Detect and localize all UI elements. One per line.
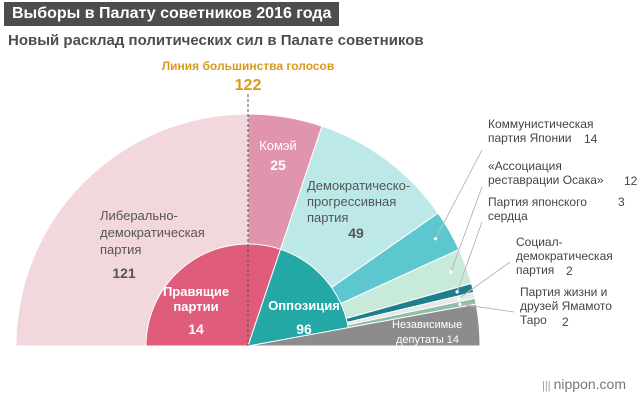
- yamamoto-seats: 2: [562, 315, 569, 329]
- opposition-seats: 96: [296, 321, 312, 337]
- yamamoto-leader-dot: [458, 302, 462, 306]
- majority-line-value: 122: [235, 77, 262, 94]
- independents-label-seats: депутаты 14: [396, 334, 459, 346]
- ruling-parties-seats: 14: [188, 321, 204, 337]
- brand-mark: |||: [542, 380, 551, 392]
- kokoro-label: Партия японского сердца: [488, 195, 587, 223]
- komeito-seats: 25: [270, 157, 286, 173]
- dpp-seats: 49: [348, 225, 364, 241]
- kokoro-leader-dot: [455, 290, 459, 294]
- chart-subtitle: Новый расклад политических сил в Палате …: [8, 32, 424, 49]
- independents-label: Независимые: [392, 319, 462, 331]
- sdp-seats: 2: [566, 264, 573, 278]
- osaka-leader-line: [450, 186, 483, 272]
- ldp-label: Либерально-демократическая партия: [100, 208, 205, 257]
- jcp-leader-dot: [433, 237, 438, 241]
- kokoro-seats: 3: [618, 195, 625, 209]
- opposition-sector: [247, 248, 349, 347]
- osaka-label: «Ассоциация реставрации Осака»: [488, 159, 604, 187]
- komeito-label: Комэй: [259, 138, 297, 153]
- opposition-label: Оппозиция: [268, 298, 340, 313]
- chart-title: Выборы в Палату советников 2016 года: [4, 2, 340, 26]
- jcp-label: Коммунистическая партия Японии: [488, 117, 593, 145]
- dpp-label: Демократическо-прогрессивная партия: [307, 178, 410, 225]
- ldp-seats: 121: [112, 265, 136, 281]
- osaka-leader-dot: [449, 270, 453, 274]
- majority-line-label: Линия большинства голосов: [162, 59, 335, 73]
- nippon-logo: ||| nippon.com: [542, 376, 626, 392]
- osaka-seats: 12: [624, 174, 638, 188]
- kokoro-leader-line: [456, 221, 483, 293]
- sdp-leader-line: [458, 261, 511, 300]
- ruling-parties-label: Правящие партии: [163, 284, 229, 314]
- sdp-leader-dot: [457, 297, 461, 301]
- brand-name: nippon.com: [553, 376, 626, 392]
- yamamoto-label: Партия жизни и друзей Ямамото Таро: [520, 285, 612, 327]
- yamamoto-leader-line: [459, 303, 515, 313]
- sdp-label: Социал-демократическая партия: [516, 235, 613, 277]
- jcp-seats: 14: [584, 132, 598, 146]
- ruling-parties-sector: [145, 243, 282, 347]
- jcp-leader-line: [435, 149, 483, 239]
